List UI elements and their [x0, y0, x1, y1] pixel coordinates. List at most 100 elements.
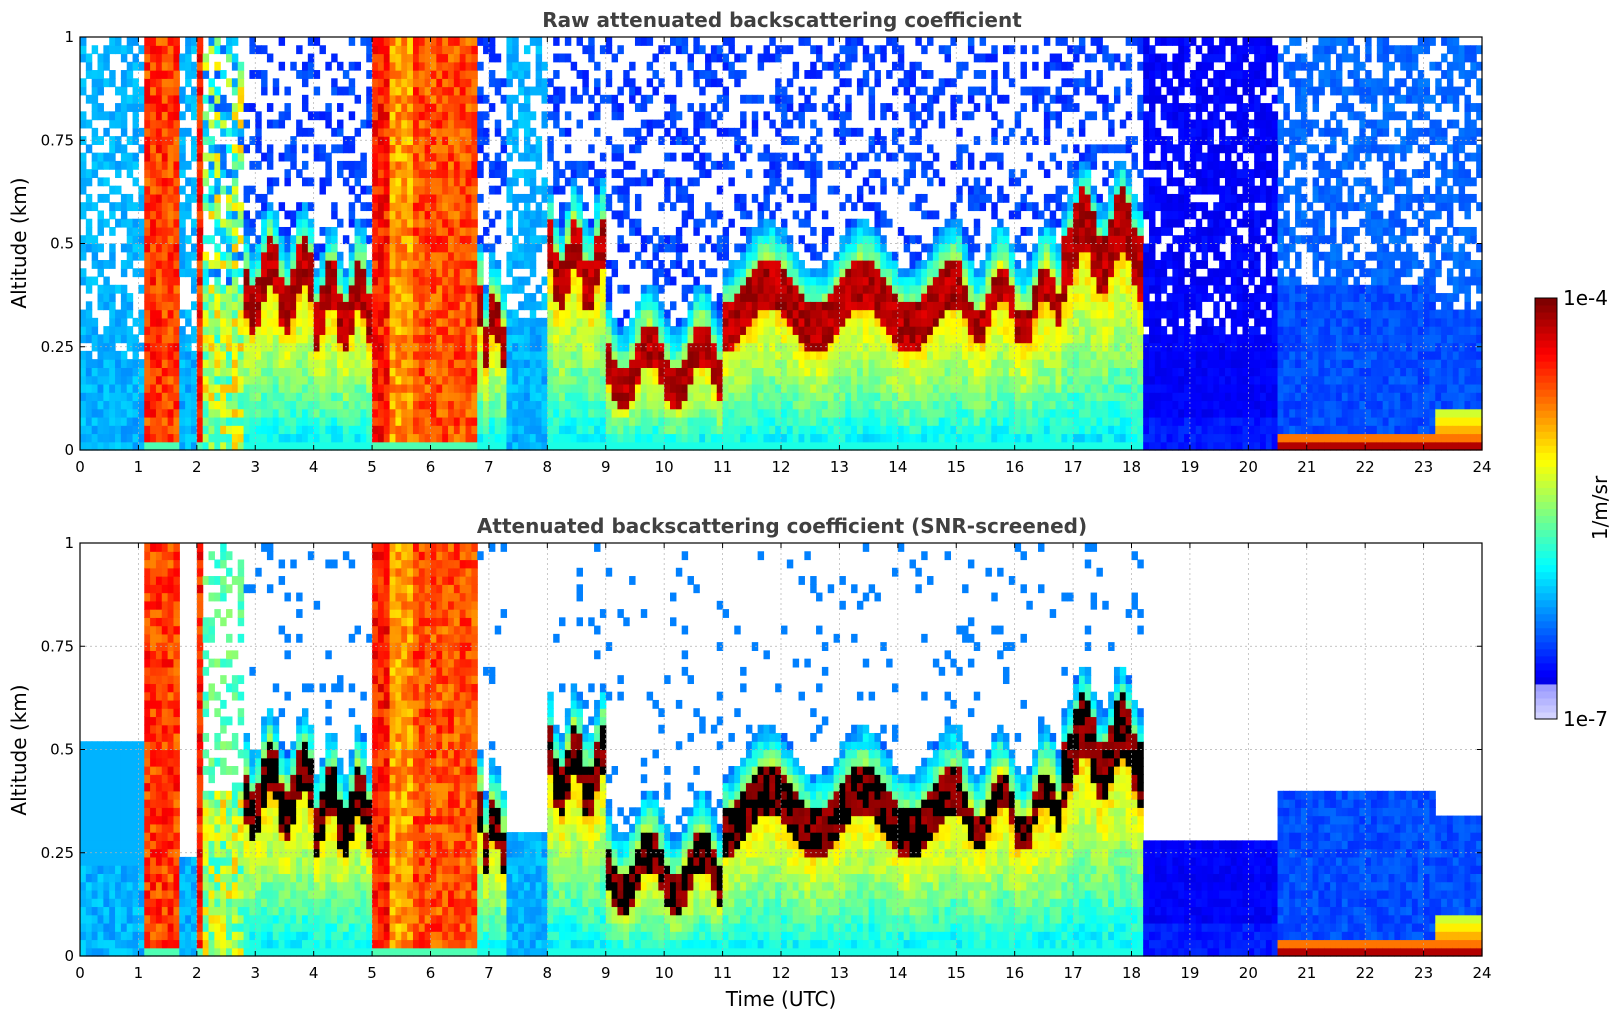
heatmap-cell [430, 136, 437, 145]
heatmap-cell [570, 202, 578, 212]
heatmap-cell [670, 334, 677, 344]
heatmap-cell [471, 177, 478, 187]
heatmap-cell [272, 441, 280, 451]
heatmap-cell [769, 293, 776, 302]
heatmap-cell [290, 251, 297, 261]
heatmap-cell [710, 70, 718, 79]
heatmap-cell [103, 383, 110, 393]
heatmap-cell [261, 218, 268, 228]
heatmap-cell [354, 416, 361, 426]
heatmap-cell [821, 383, 829, 393]
heatmap-cell [827, 226, 835, 236]
heatmap-cell [383, 152, 391, 162]
heatmap-cell [740, 70, 747, 79]
heatmap-cell [646, 284, 654, 294]
heatmap-cell [675, 111, 683, 121]
heatmap-cell [196, 359, 204, 368]
heatmap-cell [214, 359, 221, 368]
heatmap-cell [150, 202, 157, 212]
heatmap-cell [91, 260, 99, 269]
heatmap-cell [407, 268, 414, 278]
heatmap-cell [243, 193, 251, 203]
heatmap-cell [839, 78, 846, 88]
heatmap-cell [740, 375, 747, 385]
heatmap-cell [155, 136, 163, 145]
heatmap-cell [418, 251, 426, 261]
heatmap-cell [594, 78, 601, 88]
heatmap-cell [547, 193, 554, 203]
heatmap-cell [301, 425, 309, 435]
heatmap-cell [430, 210, 437, 220]
heatmap-cell [208, 359, 215, 368]
heatmap-cell [243, 243, 251, 253]
heatmap-cell [757, 350, 765, 360]
heatmap-cell [839, 243, 846, 253]
heatmap-cell [786, 160, 794, 170]
heatmap-cell [582, 301, 589, 311]
heatmap-cell [237, 61, 245, 71]
heatmap-cell [740, 243, 747, 253]
heatmap-cell [377, 193, 385, 203]
heatmap-cell [401, 185, 408, 195]
heatmap-cell [109, 111, 116, 121]
heatmap-cell [290, 243, 297, 253]
heatmap-cell [728, 350, 735, 360]
heatmap-cell [436, 226, 443, 236]
heatmap-cell [331, 383, 338, 393]
heatmap-cell [710, 367, 718, 377]
heatmap-cell [284, 400, 291, 410]
heatmap-cell [465, 78, 472, 88]
heatmap-cell [728, 70, 735, 79]
heatmap-cell [722, 433, 730, 443]
heatmap-cell [249, 334, 256, 344]
heatmap-cell [740, 210, 747, 220]
heatmap-cell [523, 293, 531, 302]
heatmap-cell [728, 367, 735, 377]
heatmap-cell [173, 326, 180, 335]
heatmap-cell [459, 425, 467, 435]
heatmap-cell [845, 103, 852, 112]
heatmap-cell [389, 169, 397, 179]
heatmap-cell [196, 86, 204, 96]
heatmap-cell [488, 342, 496, 352]
heatmap-cell [675, 70, 683, 79]
heatmap-cell [313, 86, 321, 96]
heatmap-cell [115, 185, 122, 195]
heatmap-cell [798, 416, 805, 426]
heatmap-cell [605, 94, 613, 104]
heatmap-cell [161, 350, 169, 360]
heatmap-cell [594, 367, 601, 377]
heatmap-cell [155, 193, 163, 203]
heatmap-cell [348, 243, 356, 253]
heatmap-cell [190, 268, 198, 278]
heatmap-cell [465, 94, 472, 104]
heatmap-cell [547, 334, 554, 344]
heatmap-cell [395, 235, 402, 245]
heatmap-cell [261, 392, 268, 402]
heatmap-cell [582, 392, 589, 402]
heatmap-cell [301, 392, 309, 402]
heatmap-cell [775, 251, 782, 261]
heatmap-cell [331, 375, 338, 385]
heatmap-cell [465, 185, 472, 195]
heatmap-cell [208, 441, 215, 451]
heatmap-cell [559, 408, 566, 418]
heatmap-cell [845, 37, 852, 46]
heatmap-cell [757, 94, 765, 104]
heatmap-cell [401, 136, 408, 145]
heatmap-cell [675, 326, 683, 335]
heatmap-cell [623, 202, 630, 212]
heatmap-cell [97, 400, 104, 410]
heatmap-cell [126, 425, 134, 435]
heatmap-cell [833, 301, 841, 311]
heatmap-cell [389, 70, 397, 79]
heatmap-cell [220, 408, 227, 418]
heatmap-cell [804, 408, 811, 418]
heatmap-cell [103, 326, 110, 335]
heatmap-cell [261, 326, 268, 335]
heatmap-cell [652, 350, 659, 360]
heatmap-cell [138, 61, 145, 71]
heatmap-cell [144, 293, 151, 302]
heatmap-cell [144, 136, 151, 145]
heatmap-cell [798, 111, 805, 121]
